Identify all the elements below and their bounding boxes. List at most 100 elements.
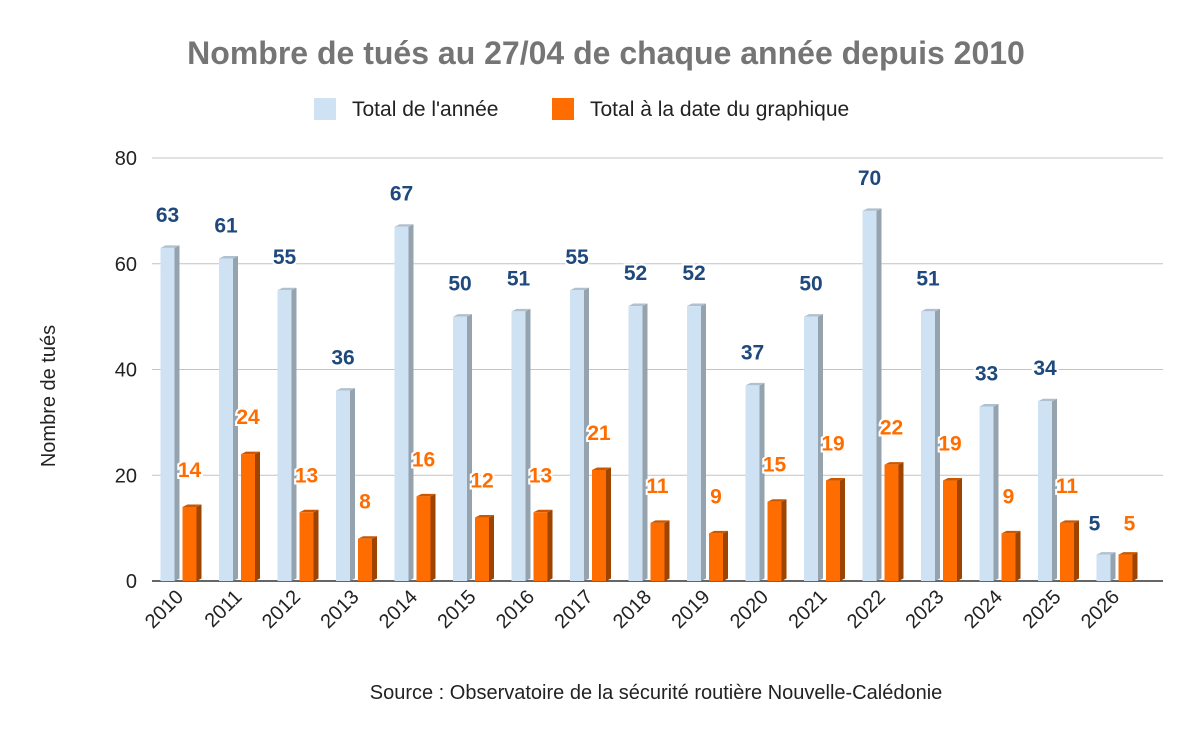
x-tick-label-2024: 2024 — [960, 586, 1007, 633]
y-tick-label: 60 — [115, 254, 137, 276]
bar-side — [430, 493, 436, 581]
bar-face — [921, 311, 935, 581]
bar-top — [687, 303, 706, 307]
bar-top — [336, 388, 355, 391]
bar-side — [898, 462, 904, 581]
bar-total-annee-2013 — [336, 388, 355, 581]
bar-total-date-2020 — [767, 499, 787, 581]
bar-face — [219, 258, 233, 581]
bar-face — [241, 454, 255, 581]
value-label-total-annee-2014: 67 — [390, 183, 413, 206]
bar-top — [921, 308, 940, 312]
value-label-total-annee-2020: 37 — [741, 341, 764, 364]
value-label-total-date-2017: 21 — [587, 422, 611, 445]
bar-total-annee-2015 — [453, 314, 472, 581]
bar-face — [511, 311, 526, 581]
bar-side — [489, 515, 494, 581]
x-tick-label-2026: 2026 — [1077, 586, 1124, 633]
value-label-total-date-2014: 16 — [412, 448, 435, 471]
bar-top — [979, 404, 999, 407]
x-tick-label-2015: 2015 — [434, 586, 481, 633]
x-tick-label-2023: 2023 — [902, 586, 949, 633]
bar-total-annee-2018 — [628, 303, 648, 581]
bar-face — [687, 306, 701, 581]
x-tick-label-2013: 2013 — [317, 586, 364, 633]
bar-face — [862, 210, 877, 581]
bar-top — [1001, 530, 1021, 534]
bar-top — [826, 478, 845, 481]
bar-total-annee-2022 — [862, 208, 882, 581]
bar-top — [650, 520, 670, 523]
bar-face — [277, 290, 292, 581]
value-label-total-date-2015: 12 — [470, 470, 493, 493]
bar-face — [533, 512, 548, 581]
bar-total-annee-2025 — [1038, 398, 1057, 581]
bar-face — [336, 390, 350, 581]
bar-top — [745, 382, 765, 386]
bar-face — [160, 247, 175, 581]
bar-face — [570, 290, 584, 581]
bar-side — [584, 287, 589, 581]
x-tick-label-2017: 2017 — [551, 586, 598, 633]
bar-top — [394, 224, 414, 227]
bar-total-annee-2024 — [979, 404, 999, 581]
bar-total-date-2026 — [1118, 552, 1138, 581]
bar-side — [642, 303, 648, 581]
bar-total-date-2013 — [358, 536, 377, 581]
bar-top — [416, 493, 436, 497]
bar-top — [511, 308, 531, 312]
bar-top — [1118, 552, 1138, 555]
bar-face — [475, 517, 489, 581]
bar-face — [1060, 522, 1074, 581]
bar-face — [1001, 533, 1016, 581]
bar-side — [313, 509, 319, 581]
bar-top — [160, 245, 180, 248]
bar-face — [416, 496, 431, 581]
value-label-total-date-2026: 5 — [1124, 513, 1136, 536]
x-tick-label-2020: 2020 — [726, 586, 773, 633]
bars — [160, 208, 1138, 582]
bar-top — [219, 255, 238, 259]
bar-total-date-2023 — [943, 478, 962, 581]
bar-top — [628, 303, 648, 307]
bar-face — [1096, 554, 1111, 581]
bar-side — [350, 388, 355, 581]
x-tick-label-2010: 2010 — [141, 586, 188, 633]
bar-face — [804, 316, 818, 581]
bar-top — [1038, 398, 1057, 402]
value-label-total-date-2012: 13 — [295, 464, 318, 487]
legend-swatch-total-date — [552, 98, 574, 120]
x-tick-label-2016: 2016 — [492, 586, 539, 633]
bar-total-annee-2019 — [687, 303, 706, 581]
bar-side — [525, 308, 531, 581]
legend-label-total-annee: Total de l'année — [352, 98, 498, 121]
bar-side — [467, 314, 472, 581]
bar-side — [291, 287, 297, 581]
legend-label-total-date: Total à la date du graphique — [590, 98, 849, 121]
value-label-total-annee-2018: 52 — [624, 262, 647, 285]
bar-face — [1118, 554, 1133, 581]
bar-top — [533, 509, 553, 513]
bar-top — [299, 509, 319, 513]
bar-total-annee-2012 — [277, 287, 297, 581]
value-label-total-date-2011: 24 — [236, 406, 260, 429]
value-label-total-annee-2025: 34 — [1033, 357, 1057, 380]
bar-top — [475, 515, 494, 518]
legend-item-total-annee[interactable]: Total de l'année — [314, 98, 498, 121]
bar-top — [1096, 552, 1116, 555]
bar-side — [1052, 398, 1057, 581]
bar-side — [1110, 552, 1116, 581]
y-tick-label: 40 — [115, 360, 137, 382]
x-tick-label-2012: 2012 — [258, 586, 305, 633]
source-note: Source : Observatoire de la sécurité rou… — [370, 682, 943, 704]
x-axis-ticks: 2010 2011 2012 2013 2014 2015 2016 2017 2018 2019… — [141, 586, 1124, 633]
bar-side — [547, 509, 553, 581]
bar-total-annee-2016 — [511, 308, 531, 581]
y-tick-label: 80 — [115, 148, 137, 170]
x-tick-label-2018: 2018 — [609, 586, 656, 633]
legend-item-total-date[interactable]: Total à la date du graphique — [552, 98, 849, 121]
value-label-total-date-2020: 15 — [763, 454, 787, 477]
bar-side — [664, 520, 670, 581]
bar-top — [943, 478, 962, 481]
bar-face — [299, 512, 314, 581]
